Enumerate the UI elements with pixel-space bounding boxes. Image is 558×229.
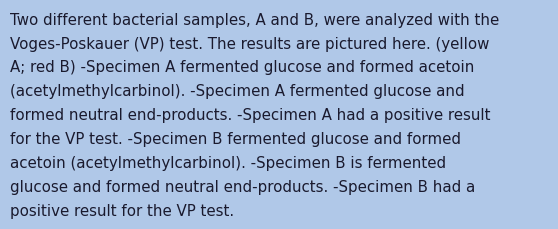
Text: Voges-Poskauer (VP) test. The results are pictured here. (yellow: Voges-Poskauer (VP) test. The results ar… (10, 36, 489, 51)
Text: positive result for the VP test.: positive result for the VP test. (10, 203, 234, 218)
Text: (acetylmethylcarbinol). -Specimen A fermented glucose and: (acetylmethylcarbinol). -Specimen A ferm… (10, 84, 465, 99)
Text: for the VP test. -Specimen B fermented glucose and formed: for the VP test. -Specimen B fermented g… (10, 132, 461, 147)
Text: formed neutral end-products. -Specimen A had a positive result: formed neutral end-products. -Specimen A… (10, 108, 490, 123)
Text: Two different bacterial samples, A and B, were analyzed with the: Two different bacterial samples, A and B… (10, 13, 499, 27)
Text: A; red B) -Specimen A fermented glucose and formed acetoin: A; red B) -Specimen A fermented glucose … (10, 60, 474, 75)
Text: glucose and formed neutral end-products. -Specimen B had a: glucose and formed neutral end-products.… (10, 179, 475, 194)
Text: acetoin (acetylmethylcarbinol). -Specimen B is fermented: acetoin (acetylmethylcarbinol). -Specime… (10, 155, 446, 170)
